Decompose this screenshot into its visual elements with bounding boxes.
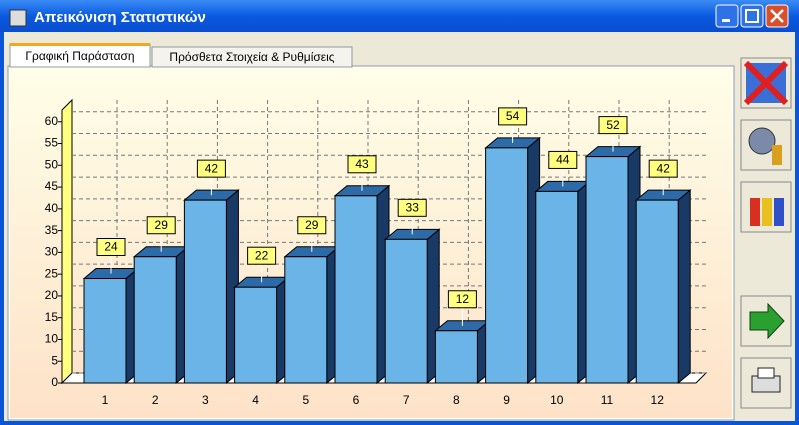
left-wall: [61, 98, 73, 385]
data-label: 12: [456, 292, 470, 306]
chart: 0510152025303540455055601242293424225296…: [45, 98, 708, 407]
x-tick-label: 12: [651, 393, 665, 407]
bar: [83, 278, 127, 384]
bar-side: [677, 189, 691, 385]
x-tick-label: 2: [152, 393, 159, 407]
data-label-box: [397, 198, 427, 217]
bar: [485, 147, 529, 384]
data-label-box: [598, 116, 628, 135]
y-tick-label: 45: [45, 179, 59, 193]
data-label-box: [347, 155, 377, 174]
tab-label: Πρόσθετα Στοιχεία & Ρυθμίσεις: [169, 50, 334, 64]
bar: [183, 199, 227, 384]
icon: [772, 145, 782, 165]
data-label-box: [96, 238, 126, 257]
icon: [748, 127, 776, 155]
x-tick-label: 4: [252, 393, 259, 407]
data-label-box: [196, 159, 226, 178]
bar: [635, 199, 679, 384]
y-tick-label: 0: [51, 375, 58, 389]
window-icon: [9, 9, 27, 27]
bar: [334, 195, 378, 384]
icon: [762, 198, 772, 226]
x-tick-label: 3: [202, 393, 209, 407]
icon: [774, 198, 784, 226]
maximize-glyph: [745, 9, 759, 23]
data-label: 33: [406, 200, 420, 214]
bar: [585, 156, 629, 384]
x-tick-label: 6: [353, 393, 360, 407]
bar: [384, 238, 428, 384]
bar: [234, 286, 278, 384]
x-tick-label: 8: [453, 393, 460, 407]
x-tick-label: 9: [503, 393, 510, 407]
y-tick-label: 35: [45, 223, 59, 237]
data-label: 44: [556, 153, 570, 167]
data-label-box: [648, 159, 678, 178]
x-tick-label: 10: [550, 393, 564, 407]
data-label: 52: [606, 118, 620, 132]
y-tick-label: 50: [45, 157, 59, 171]
data-label-box: [548, 150, 578, 169]
tab-highlight: [10, 43, 150, 46]
bar: [133, 256, 177, 384]
data-label-box: [447, 290, 477, 309]
side-buttons: [740, 57, 792, 409]
x-tick-label: 5: [302, 393, 309, 407]
y-tick-label: 15: [45, 310, 59, 324]
window-title: Απεικόνιση Στατιστικών: [34, 9, 206, 26]
y-tick-label: 25: [45, 266, 59, 280]
data-label: 54: [506, 109, 520, 123]
data-label: 29: [305, 218, 319, 232]
data-label-box: [146, 216, 176, 235]
data-label: 29: [155, 218, 169, 232]
y-tick-label: 30: [45, 245, 59, 259]
y-tick-label: 5: [51, 353, 58, 367]
bar: [434, 330, 478, 384]
data-label-box: [297, 216, 327, 235]
x-tick-label: 1: [102, 393, 109, 407]
minimize-glyph: [722, 19, 730, 22]
close-glyph: [770, 9, 784, 23]
y-tick-label: 20: [45, 288, 59, 302]
icon: [749, 302, 785, 340]
data-label: 22: [255, 248, 269, 262]
y-tick-label: 60: [45, 114, 59, 128]
icon: [757, 367, 775, 379]
minimize-button[interactable]: [715, 4, 739, 28]
icon: [750, 198, 760, 226]
data-label: 42: [205, 161, 219, 175]
bar: [535, 190, 579, 384]
data-label-box: [498, 107, 528, 126]
tab[interactable]: [151, 46, 353, 68]
y-tick-label: 40: [45, 201, 59, 215]
y-tick-label: 10: [45, 332, 59, 346]
x-tick-label: 11: [601, 393, 614, 407]
data-label: 43: [355, 157, 369, 171]
data-label: 42: [657, 161, 671, 175]
title-bar: [0, 0, 799, 32]
data-label-box: [247, 246, 277, 265]
tab-label: Γραφική Παράσταση: [25, 49, 134, 63]
icon: [743, 60, 789, 106]
bar: [284, 256, 328, 384]
x-tick-label: 7: [403, 393, 410, 407]
y-tick-label: 55: [45, 136, 59, 150]
data-label: 24: [104, 240, 118, 254]
maximize-button[interactable]: [740, 4, 764, 28]
